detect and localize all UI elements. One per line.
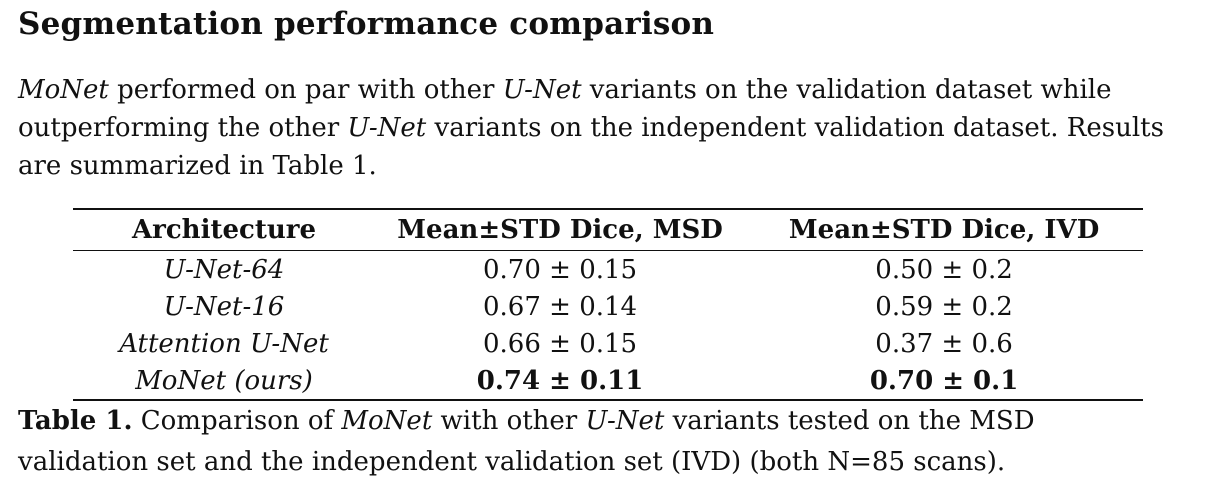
text-run: with other xyxy=(432,406,586,436)
architecture-cell: Attention U-Net xyxy=(119,328,329,359)
section-heading: Segmentation performance comparison xyxy=(18,6,715,42)
text-run: variants on the validation dataset while xyxy=(581,75,1112,105)
italic-term: U-Net xyxy=(585,406,665,436)
table-row: U-Net-16 0.67 ± 0.14 0.59 ± 0.2 xyxy=(73,288,1143,325)
caption-line: validation set and the independent valid… xyxy=(18,442,1213,483)
table-caption: Table 1. Comparison of MoNet with other … xyxy=(18,401,1213,483)
body-paragraph: MoNet performed on par with other U-Net … xyxy=(18,71,1213,185)
text-run: outperforming the other xyxy=(18,113,348,143)
dice-msd-cell-best: 0.74 ± 0.11 xyxy=(374,362,746,401)
text-run: validation set and the independent valid… xyxy=(18,447,1006,477)
caption-text: Comparison of MoNet with other U-Net var… xyxy=(133,406,1035,436)
italic-term: U-Net xyxy=(502,75,582,105)
dice-msd-cell: 0.70 ± 0.15 xyxy=(483,254,638,285)
architecture-cell: MoNet (ours) xyxy=(73,362,375,401)
table-row: U-Net-64 0.70 ± 0.15 0.50 ± 0.2 xyxy=(73,251,1143,289)
text-run: are summarized in Table 1. xyxy=(18,151,377,181)
caption-line: Table 1. Comparison of MoNet with other … xyxy=(18,401,1213,442)
caption-label: Table 1. xyxy=(18,406,133,436)
italic-term: MoNet xyxy=(18,75,109,105)
dice-msd-cell: 0.67 ± 0.14 xyxy=(483,291,638,322)
dice-ivd-cell: 0.37 ± 0.6 xyxy=(875,328,1013,359)
italic-term: U-Net xyxy=(347,113,427,143)
dice-ivd-cell-best: 0.70 ± 0.1 xyxy=(745,362,1143,401)
architecture-cell: U-Net-64 xyxy=(163,254,285,285)
dice-ivd-cell: 0.50 ± 0.2 xyxy=(875,254,1013,285)
text-run: Comparison of xyxy=(132,406,342,436)
text-run: variants on the independent validation d… xyxy=(426,113,1164,143)
architecture-cell: U-Net-16 xyxy=(163,291,285,322)
dice-msd-cell: 0.66 ± 0.15 xyxy=(483,328,638,359)
column-header-architecture: Architecture xyxy=(73,208,375,251)
paragraph-line: MoNet performed on par with other U-Net … xyxy=(18,71,1213,109)
paragraph-line: outperforming the other U-Net variants o… xyxy=(18,109,1213,147)
column-header-dice-msd: Mean±STD Dice, MSD xyxy=(374,208,746,251)
column-header-dice-ivd: Mean±STD Dice, IVD xyxy=(745,208,1143,251)
table-row: Attention U-Net 0.66 ± 0.15 0.37 ± 0.6 xyxy=(73,325,1143,362)
paragraph-line: are summarized in Table 1. xyxy=(18,147,1213,185)
table-row: MoNet (ours) 0.74 ± 0.11 0.70 ± 0.1 xyxy=(73,362,1143,401)
italic-term: MoNet xyxy=(341,406,433,436)
dice-ivd-cell: 0.59 ± 0.2 xyxy=(875,291,1013,322)
text-run: variants tested on the MSD xyxy=(664,406,1035,436)
results-table: Architecture Mean±STD Dice, MSD Mean±STD… xyxy=(73,208,1143,401)
table-header-row: Architecture Mean±STD Dice, MSD Mean±STD… xyxy=(73,208,1143,251)
text-run: performed on par with other xyxy=(108,75,503,105)
